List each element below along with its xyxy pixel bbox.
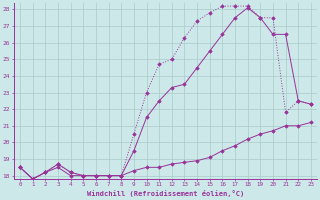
X-axis label: Windchill (Refroidissement éolien,°C): Windchill (Refroidissement éolien,°C) — [87, 190, 244, 197]
